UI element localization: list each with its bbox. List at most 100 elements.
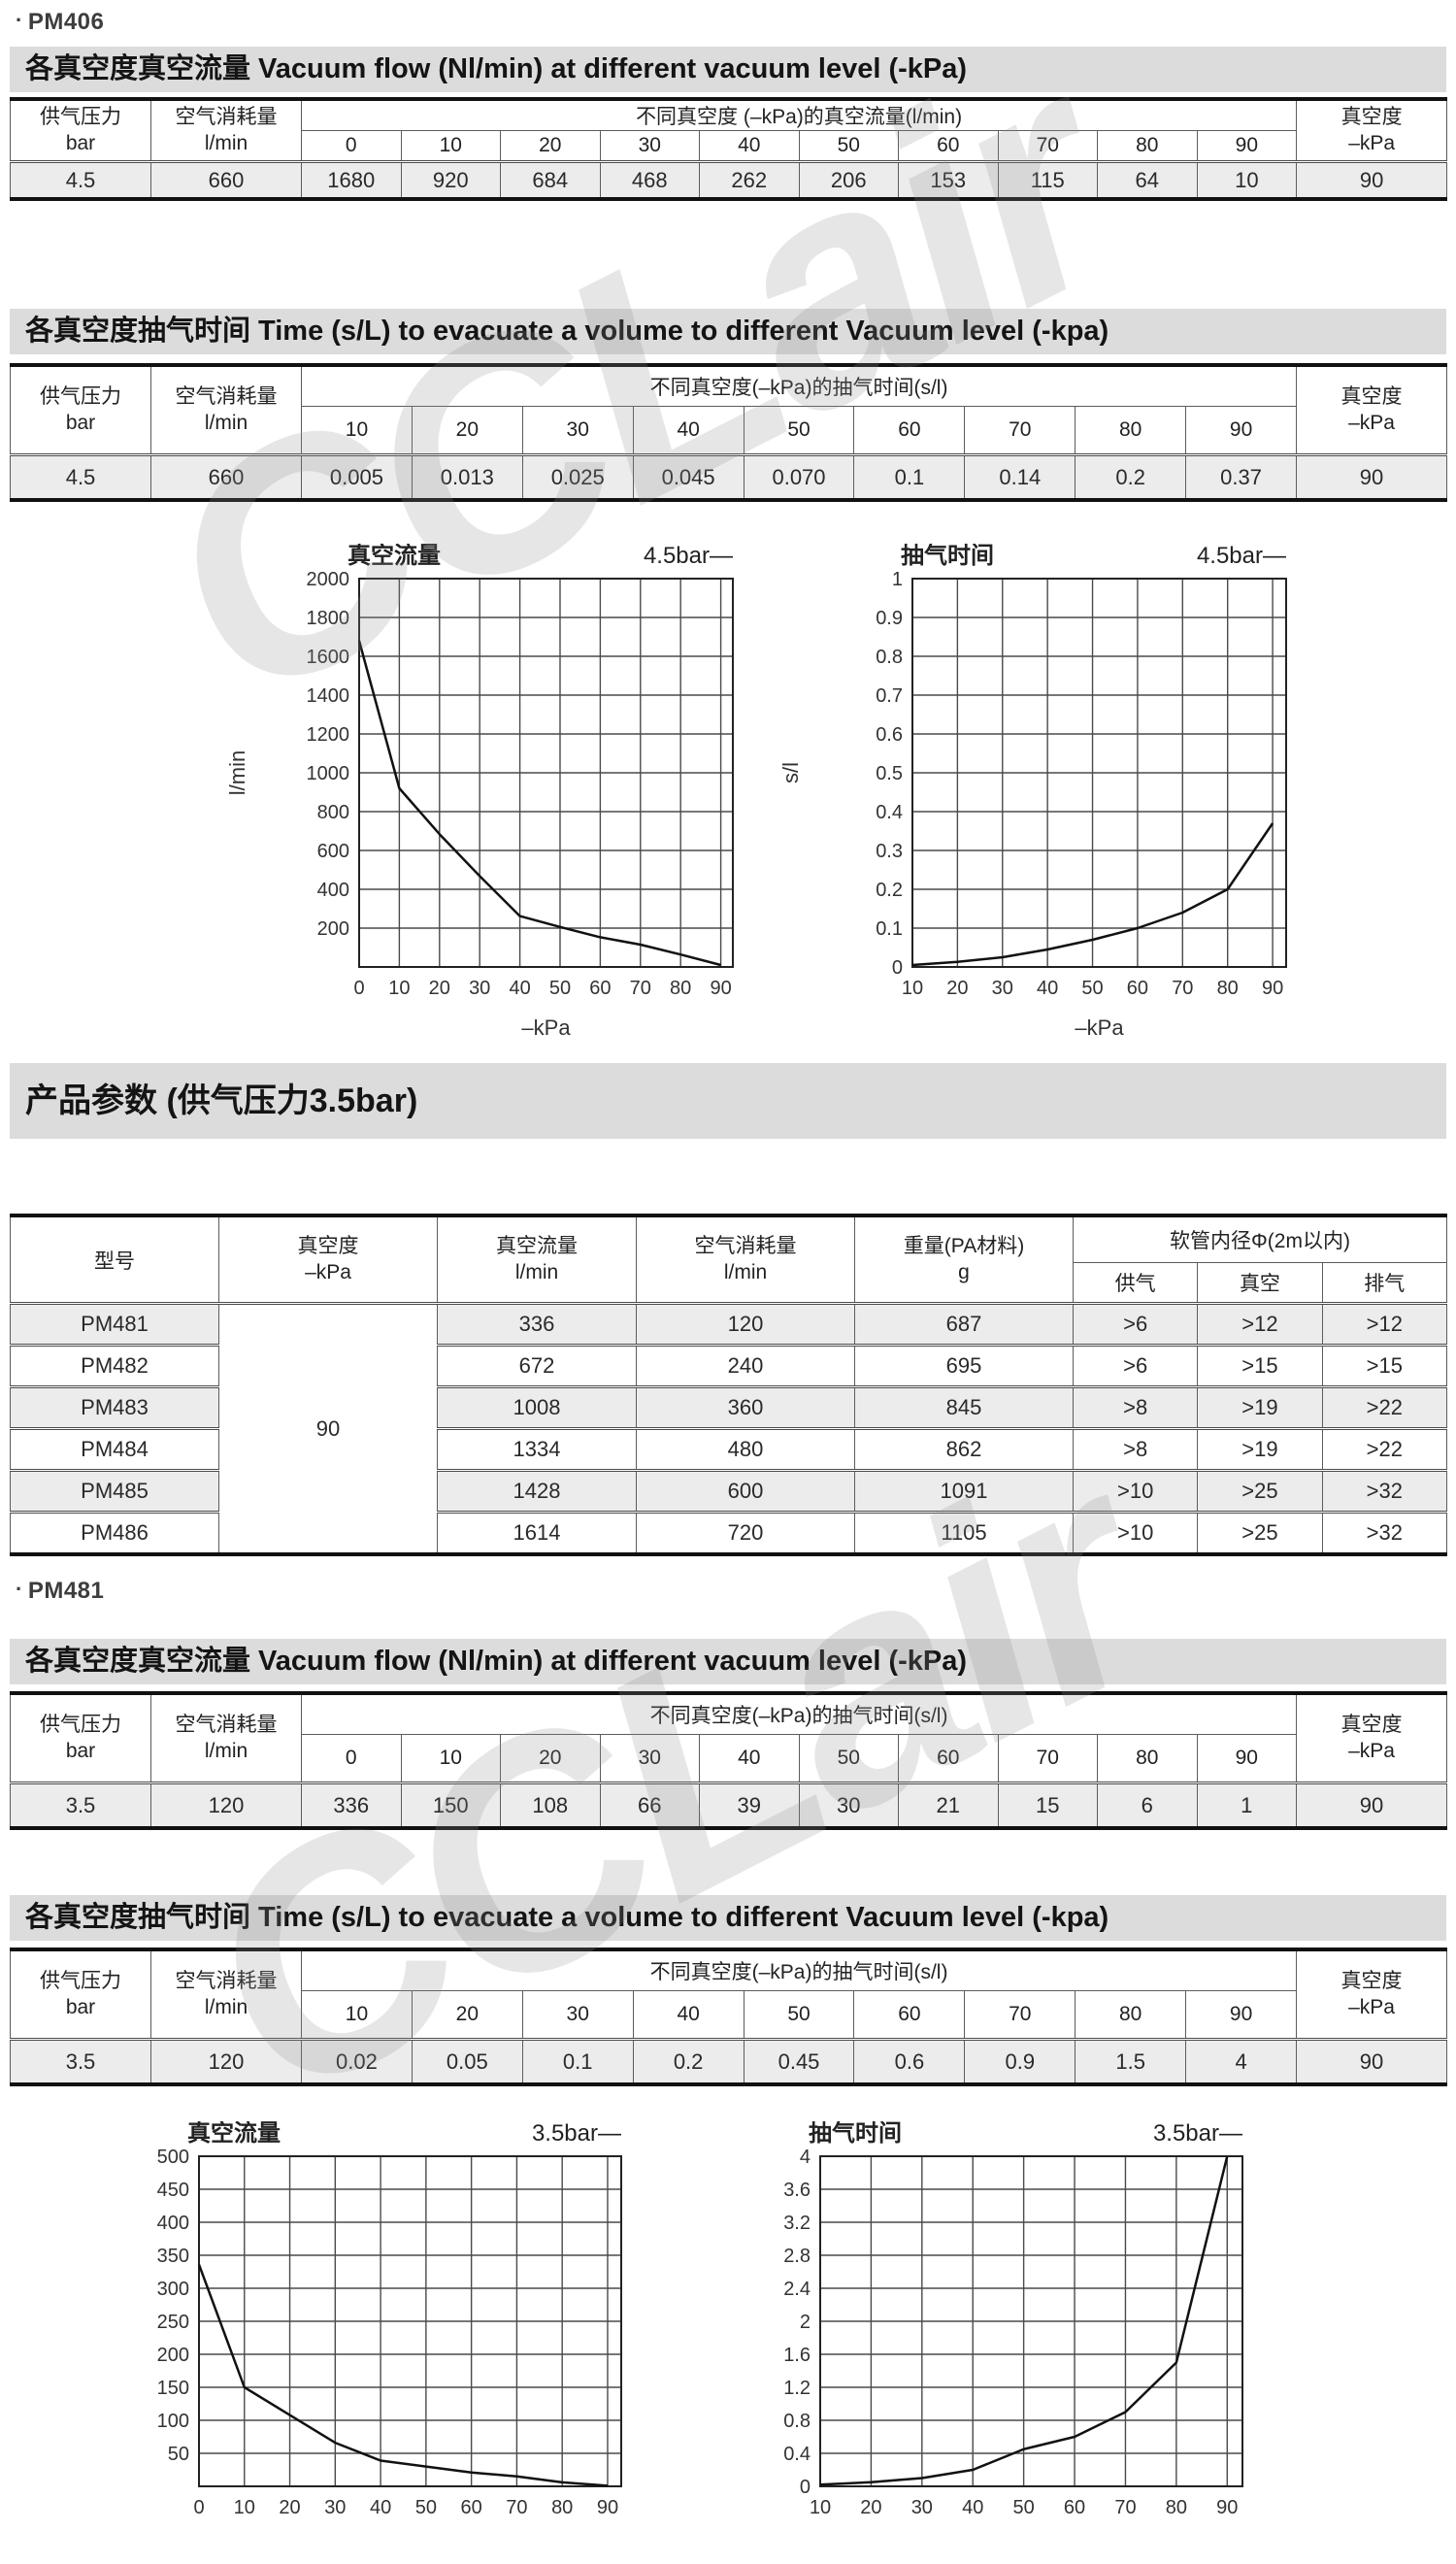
svg-text:0.4: 0.4	[876, 802, 903, 823]
svg-text:0.5: 0.5	[876, 763, 903, 784]
col-header: 10	[301, 406, 413, 455]
supply-unit: bar	[65, 1995, 96, 2018]
svg-text:80: 80	[670, 978, 691, 999]
col-header: 70	[997, 130, 1098, 162]
svg-text:80: 80	[551, 2497, 573, 2518]
consumption-label: 空气消耗量	[175, 1970, 278, 1993]
svg-text:70: 70	[506, 2497, 527, 2518]
col-header: 60	[898, 130, 999, 162]
air-consumption-header: 空气消耗量 l/min	[150, 1948, 302, 2040]
flow-value: 1680	[301, 160, 402, 200]
col-header: 40	[699, 1734, 800, 1783]
weight-cell: 695	[854, 1344, 1074, 1387]
svg-text:20: 20	[279, 2497, 300, 2518]
svg-text:50: 50	[1081, 978, 1103, 999]
model-cell: PM483	[10, 1385, 219, 1429]
svg-text:1.6: 1.6	[783, 2345, 811, 2366]
flow-value: 66	[599, 1781, 700, 1829]
supply-pressure-header: 供气压力 bar	[10, 98, 151, 162]
weight-unit: g	[958, 1260, 970, 1283]
time-value: 0.05	[411, 2038, 523, 2085]
model-cell: PM481	[10, 1302, 219, 1346]
svg-text:0.3: 0.3	[876, 841, 903, 862]
svg-text:80: 80	[1166, 2497, 1187, 2518]
flow-value: 10	[1196, 160, 1298, 200]
flow-cell: 1008	[437, 1385, 637, 1429]
svg-text:50: 50	[415, 2497, 437, 2518]
section-title-flow-pm406: 各真空度真空流量 Vacuum flow (Nl/min) at differe…	[10, 47, 1446, 92]
svg-text:0.4: 0.4	[783, 2444, 811, 2465]
hose-supply-cell: >8	[1072, 1427, 1199, 1471]
vacuum-value: 90	[1296, 1781, 1448, 1829]
vacuum-unit: –kPa	[1348, 1995, 1395, 2018]
svg-text:1: 1	[892, 569, 903, 590]
product-heading-pm406: · PM406	[16, 8, 104, 36]
flow-value: 468	[599, 160, 700, 200]
col-header: 60	[853, 406, 966, 455]
model-header: 型号	[10, 1215, 219, 1304]
svg-text:0: 0	[193, 2497, 204, 2518]
time-value: 0.045	[632, 453, 745, 501]
pm406-time-chart: 1 0.9 0.8 0.7 0.6 0.5 0.4 0.3 0.2 0.1 010 20 30 40 50 6…	[778, 544, 1287, 1040]
section-title-time-pm406: 各真空度抽气时间 Time (s/L) to evacuate a volume…	[10, 309, 1446, 354]
col-header: 20	[500, 130, 601, 162]
weight-cell: 845	[854, 1385, 1074, 1429]
consumption-cell: 720	[636, 1511, 855, 1555]
svg-text:0.1: 0.1	[876, 918, 903, 940]
svg-text:40: 40	[1037, 978, 1058, 999]
consumption-cell: 120	[636, 1302, 855, 1346]
col-header: 30	[599, 1734, 700, 1783]
weight-header: 重量(PA材料) g	[854, 1215, 1074, 1304]
model-cell: PM485	[10, 1469, 219, 1513]
flow-value: 6	[1097, 1781, 1198, 1829]
svg-text:50: 50	[1013, 2497, 1035, 2518]
col-header: 20	[411, 406, 523, 455]
col-header: 70	[964, 406, 1076, 455]
col-header: 70	[997, 1734, 1098, 1783]
hose-exhaust-cell: >32	[1321, 1511, 1448, 1555]
svg-text:10: 10	[810, 2497, 831, 2518]
hose-exhaust-cell: >32	[1321, 1469, 1448, 1513]
vacuum-label: 真空度	[1340, 385, 1403, 409]
svg-text:200: 200	[157, 2345, 189, 2366]
flow-cell: 1428	[437, 1469, 637, 1513]
col-header: 30	[599, 130, 700, 162]
svg-text:0.6: 0.6	[876, 724, 903, 746]
pm481-time-chart: 4 3.6 3.2 2.8 2.4 2 1.6 1.2 0.8 0.4 010 20 30 40 50 60 7…	[783, 2121, 1243, 2518]
svg-text:–kPa: –kPa	[1075, 1016, 1124, 1040]
svg-text:1800: 1800	[307, 608, 350, 629]
supply-unit: bar	[65, 411, 96, 434]
flow-value: 206	[798, 160, 899, 200]
svg-text:150: 150	[157, 2378, 189, 2399]
svg-text:60: 60	[1127, 978, 1148, 999]
pm481-time-table: 供气压力 bar 空气消耗量 l/min 不同真空度(–kPa)的抽气时间(s/l)…	[10, 1948, 1448, 2086]
hose-exhaust-cell: >22	[1321, 1427, 1448, 1471]
svg-text:抽气时间: 抽气时间	[901, 544, 994, 569]
section-title-time-pm481: 各真空度抽气时间 Time (s/L) to evacuate a volume…	[10, 1895, 1446, 1941]
col-header: 30	[521, 1990, 634, 2040]
svg-text:1200: 1200	[307, 724, 350, 746]
svg-text:0: 0	[892, 957, 903, 979]
svg-text:90: 90	[597, 2497, 618, 2518]
svg-text:10: 10	[902, 978, 923, 999]
consumption-unit: l/min	[204, 131, 248, 154]
air-consumption-header: 空气消耗量 l/min	[150, 98, 302, 162]
supply-pressure-header: 供气压力 bar	[10, 364, 151, 455]
col-header: 0	[301, 130, 402, 162]
svg-text:3.5bar—: 3.5bar—	[532, 2121, 621, 2147]
hose-exhaust-cell: >15	[1321, 1344, 1448, 1387]
svg-text:0.9: 0.9	[876, 608, 903, 629]
svg-text:40: 40	[962, 2497, 983, 2518]
consumption-cell: 240	[636, 1344, 855, 1387]
weight-cell: 1105	[854, 1511, 1074, 1555]
col-header: 40	[699, 130, 800, 162]
hose-exhaust-cell: >12	[1321, 1302, 1448, 1346]
svg-text:90: 90	[1216, 2497, 1238, 2518]
svg-text:20: 20	[946, 978, 968, 999]
svg-text:0.2: 0.2	[876, 880, 903, 901]
svg-text:90: 90	[1262, 978, 1283, 999]
svg-text:真空流量: 真空流量	[347, 544, 441, 569]
flow-value: 115	[997, 160, 1098, 200]
svg-text:10: 10	[234, 2497, 255, 2518]
table-row: PM481 90 336 120 687 >6 >12 >12	[10, 1302, 1448, 1555]
